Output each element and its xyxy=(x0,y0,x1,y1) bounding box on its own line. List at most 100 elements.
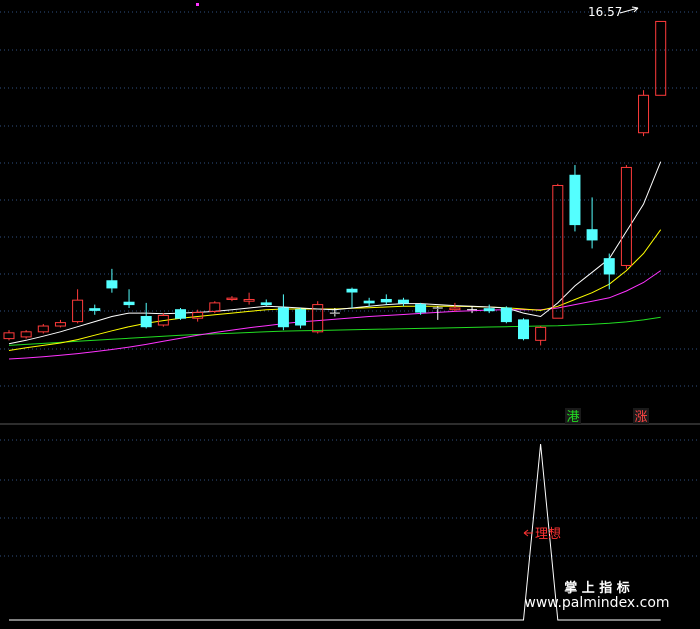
candlestick-series xyxy=(3,20,667,346)
candle xyxy=(397,297,409,307)
candle-body xyxy=(518,319,529,340)
candle xyxy=(123,289,135,308)
candle xyxy=(346,287,358,308)
marker-zhang-text: 涨 xyxy=(634,410,647,425)
candle xyxy=(363,297,375,307)
candle xyxy=(535,326,547,346)
marker-hk: 港 xyxy=(565,408,581,425)
marker-hk-bg xyxy=(565,408,581,424)
candle xyxy=(277,294,289,331)
candle xyxy=(415,302,427,315)
annotation-arrow-head xyxy=(523,529,529,537)
candle xyxy=(140,302,152,329)
candle-body xyxy=(552,184,564,319)
candle xyxy=(500,306,512,324)
candle-body xyxy=(397,299,409,304)
candle-body xyxy=(449,307,461,311)
candle xyxy=(638,90,650,137)
candle-body xyxy=(603,258,615,275)
candle-body xyxy=(123,301,135,306)
candle-body xyxy=(415,304,427,313)
candle xyxy=(20,330,32,339)
candle xyxy=(243,292,255,305)
candle-body xyxy=(192,311,204,319)
candle xyxy=(260,299,272,307)
ma20-line xyxy=(8,270,661,360)
candle-body xyxy=(157,314,169,326)
candle xyxy=(106,268,118,293)
candle-body xyxy=(655,20,667,96)
candle xyxy=(569,165,581,232)
candle xyxy=(226,296,238,302)
candle xyxy=(72,289,84,324)
candle xyxy=(3,330,15,341)
candle-body xyxy=(277,307,289,328)
marker-zhang-bg xyxy=(633,408,649,424)
ma60-line xyxy=(8,316,661,346)
max-price-label: 16.57 xyxy=(588,5,639,19)
candle-body xyxy=(380,298,392,303)
candle-body xyxy=(140,316,152,328)
candle xyxy=(175,307,186,320)
candle-body xyxy=(586,229,598,241)
candle xyxy=(89,304,101,315)
candle-body xyxy=(37,325,49,333)
candle-body xyxy=(638,94,650,134)
candle xyxy=(449,302,461,312)
candle xyxy=(483,304,495,314)
annotation-ideal: 理想 xyxy=(523,526,561,542)
candle-body xyxy=(89,308,101,311)
candle-body xyxy=(260,302,272,306)
candle-body xyxy=(72,299,84,323)
candle xyxy=(192,309,204,322)
grid-lines xyxy=(0,11,700,557)
candle-body xyxy=(483,308,495,312)
candle xyxy=(37,323,49,334)
candle-body xyxy=(175,309,186,319)
watermark-line2: www.palmindex.com xyxy=(524,595,669,611)
candle xyxy=(380,294,392,305)
top-marker-dot xyxy=(196,3,199,6)
candle xyxy=(312,301,324,334)
candle-body xyxy=(3,332,15,340)
candle-body xyxy=(209,302,221,312)
candle xyxy=(432,306,443,320)
candle-body xyxy=(500,307,512,323)
candle-body xyxy=(312,304,324,333)
indicator-line xyxy=(9,443,661,621)
candle-body xyxy=(535,326,547,341)
candle xyxy=(209,301,221,314)
candle xyxy=(655,20,667,96)
candle-body xyxy=(346,288,358,293)
max-price-text: 16.57 xyxy=(588,5,622,19)
candle-body xyxy=(243,298,255,302)
max-price-arrow-line xyxy=(619,7,639,14)
candle-body xyxy=(295,309,307,326)
candle xyxy=(552,183,564,319)
candle xyxy=(467,306,478,314)
candle-body xyxy=(226,297,238,300)
candle xyxy=(518,318,529,341)
candle xyxy=(54,319,66,328)
candle xyxy=(295,307,307,329)
candle-body xyxy=(54,322,66,327)
candle-body xyxy=(106,280,118,289)
watermark: 掌 上 指 标 www.palmindex.com xyxy=(524,580,669,611)
watermark-line1: 掌 上 指 标 xyxy=(564,580,630,596)
candle xyxy=(620,165,632,269)
candle xyxy=(586,197,598,249)
candle-body xyxy=(363,300,375,304)
annotation-text: 理想 xyxy=(535,526,561,542)
candle xyxy=(603,253,615,290)
max-price-arrow-head xyxy=(631,6,639,13)
marker-hk-text: 港 xyxy=(566,410,579,425)
candle-body xyxy=(569,174,581,226)
candle xyxy=(157,313,169,327)
candle xyxy=(329,307,340,317)
candle-body xyxy=(20,331,32,338)
marker-zhang: 涨 xyxy=(633,408,649,425)
candle-body xyxy=(620,166,632,266)
indicator-pane xyxy=(9,443,661,621)
